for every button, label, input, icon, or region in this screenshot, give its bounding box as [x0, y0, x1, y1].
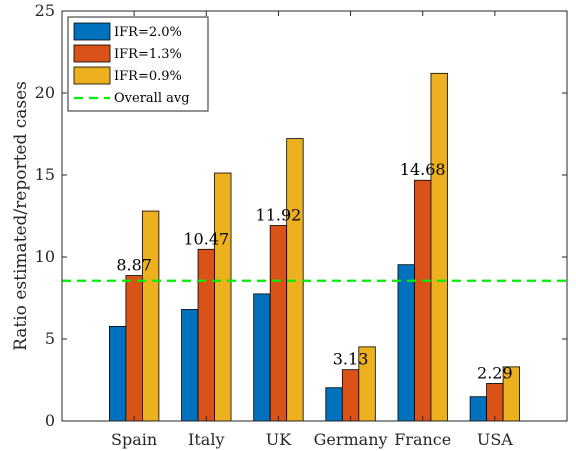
- bar-spain-series-2: [125, 275, 143, 422]
- bar-uk-series-1: [253, 293, 271, 422]
- axes-group: 0 5 10 15 20 25 Spain Italy UK Germany France USA: [35, 1, 568, 449]
- x-tick-label-germany: Germany: [314, 430, 388, 449]
- y-tick-label: 25: [35, 1, 55, 20]
- data-label-uk: 11.92: [256, 206, 302, 225]
- y-tick-label: 15: [35, 165, 55, 184]
- bar-usa-series-2: [486, 383, 504, 422]
- bar-spain-series-1: [108, 325, 127, 422]
- legend-label: Overall avg: [114, 91, 190, 106]
- bar-italy-series-2: [197, 248, 215, 422]
- data-label-usa: 2.29: [477, 363, 513, 382]
- legend: IFR=2.0% IFR=1.3% IFR=0.9% Overall avg: [67, 16, 209, 112]
- y-tick-label: 5: [45, 329, 55, 348]
- y-tick-label: 10: [35, 247, 55, 266]
- data-label-spain: 8.87: [116, 256, 152, 275]
- x-tick-label-italy: Italy: [188, 430, 224, 449]
- bar-germany-series-1: [325, 387, 343, 422]
- bar-france-series-3: [430, 72, 448, 422]
- bar-france-series-2: [414, 179, 432, 422]
- bar-germany-series-2: [341, 369, 360, 422]
- bar-usa-series-1: [469, 396, 488, 422]
- bar-spain-series-3: [141, 210, 160, 422]
- bar-france-series-1: [397, 264, 415, 422]
- x-tick-label-france: France: [394, 430, 451, 449]
- x-tick-label-uk: UK: [266, 430, 292, 449]
- bar-italy-series-1: [181, 309, 199, 422]
- data-label-france: 14.68: [400, 160, 446, 179]
- axes-box: [61, 10, 568, 422]
- legend-label: IFR=0.9%: [114, 69, 182, 84]
- legend-swatch: [73, 66, 111, 85]
- legend-swatch: [73, 44, 111, 63]
- legend-label: IFR=2.0%: [114, 25, 182, 40]
- data-label-germany: 3.13: [333, 350, 369, 369]
- x-tick-label-usa: USA: [477, 430, 513, 449]
- x-tick-label-spain: Spain: [111, 430, 157, 449]
- bar-uk-series-2: [269, 225, 288, 422]
- bar-italy-series-3: [214, 172, 232, 422]
- y-tick-label: 0: [45, 411, 55, 430]
- bars-group: [108, 72, 521, 422]
- legend-swatch: [73, 22, 111, 41]
- legend-label: IFR=1.3%: [114, 47, 182, 62]
- data-label-italy: 10.47: [183, 229, 229, 248]
- y-axis-label: Ratio estimated/reported cases: [11, 81, 31, 351]
- y-tick-label: 20: [35, 83, 55, 102]
- data-labels-group: 8.87 10.47 11.92 3.13 14.68 2.29: [116, 160, 512, 382]
